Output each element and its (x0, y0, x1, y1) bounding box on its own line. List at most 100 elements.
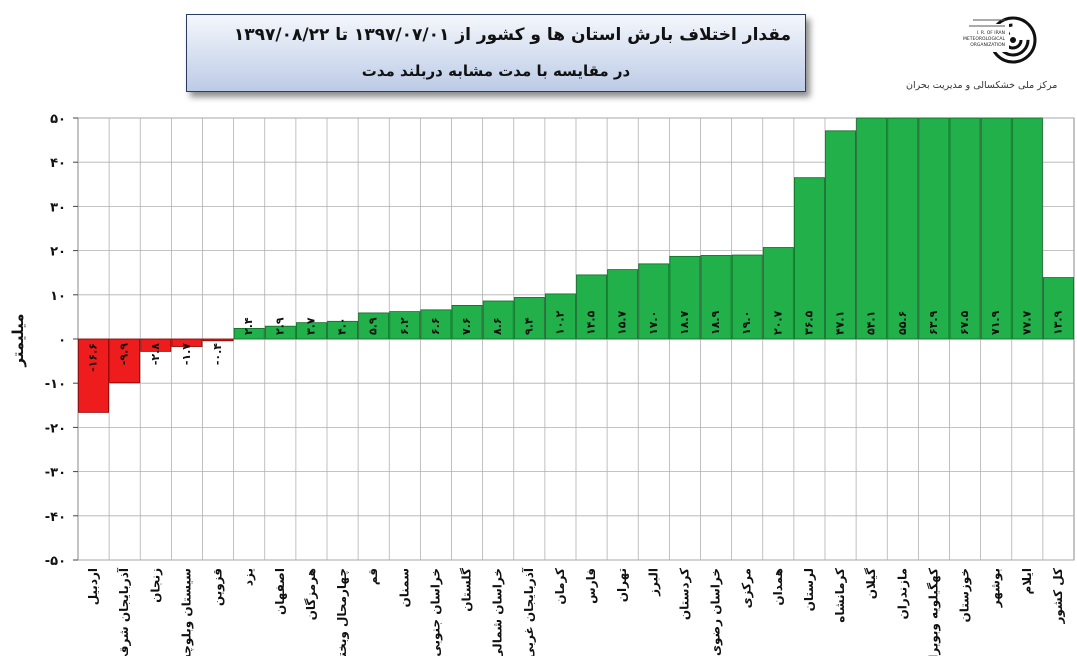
bar (793, 177, 825, 340)
data-label: ۱۹.۰ (740, 311, 753, 335)
bar (482, 300, 514, 340)
bar (949, 117, 981, 340)
x-category-label: اصفهان (273, 568, 287, 615)
y-tick-label: ۱۰ (50, 289, 66, 304)
bar (295, 322, 327, 340)
bar (887, 117, 919, 340)
bar (171, 338, 203, 347)
y-tick-label: -۱۰ (45, 377, 66, 392)
x-category-label: مرکزی (740, 568, 754, 608)
x-category-label: بوشهر (989, 568, 1004, 608)
x-category-label: مازندران (895, 568, 909, 620)
data-label: ۴.۰ (336, 317, 349, 335)
x-category-label: سمنان (397, 568, 411, 608)
bar (389, 311, 421, 340)
data-label: ۹.۴ (522, 317, 535, 335)
chart-title: مقدار اختلاف بارش استان ها و کشور از ۱۳۹… (233, 25, 791, 45)
x-category-label: خوزستان (958, 568, 973, 623)
x-category-label: چهارمحال وبختیاری (335, 568, 350, 656)
x-category-label: لرستان (802, 568, 816, 611)
x-category-label: خراسان رضوی (709, 568, 724, 656)
bar (1011, 117, 1043, 340)
bar (762, 247, 794, 340)
logo-text-line: I. R. OF IRAN (977, 30, 1005, 36)
organization-name: مرکز ملی خشکسالی و مدیریت بحران (906, 80, 1058, 91)
x-category-label: آذربایجان شرقی (116, 567, 131, 656)
y-tick-label: -۴۰ (45, 510, 66, 525)
data-label: ۱۵.۷ (616, 310, 629, 335)
data-label: ۳۶.۵ (802, 310, 815, 335)
data-label: ۷۱.۹ (989, 310, 1002, 335)
x-category-label: کل کشور (1051, 568, 1066, 625)
data-label: ۸.۶ (491, 317, 504, 335)
logo-text-line: METEOROLOGICAL (963, 36, 1005, 42)
x-category-label: کرمانشاه (833, 568, 847, 623)
data-label: ۵۴.۱ (865, 311, 878, 335)
bar (140, 338, 172, 352)
x-category-label: یزد (242, 568, 256, 586)
x-category-label: قزوین (211, 568, 226, 606)
bar (544, 293, 576, 340)
bar (825, 130, 857, 340)
bar (451, 305, 483, 340)
x-category-label: فارس (584, 568, 598, 604)
x-category-label: همدان (771, 568, 785, 606)
data-label: -۹.۹ (118, 343, 131, 365)
data-label: ۳.۷ (304, 317, 317, 335)
bar (856, 117, 888, 340)
y-tick-label: -۳۰ (45, 466, 66, 481)
data-label: ۱۰.۲ (553, 310, 566, 335)
meteorological-organization-logo-icon: I. R. OF IRAN METEOROLOGICAL ORGANIZATIO… (935, 16, 1037, 64)
x-category-label: سیستان وبلوچستان (179, 568, 194, 656)
bar (358, 312, 390, 340)
bar (513, 297, 545, 340)
data-label: ۷۷.۷ (1020, 310, 1033, 335)
y-tick-label: ۳۰ (50, 200, 66, 215)
x-category-label: کهگیلویه وبویراحمد (926, 568, 941, 656)
x-category-label: قم (366, 568, 380, 585)
y-tick-label: ۰ (58, 333, 66, 348)
bar (576, 274, 608, 340)
y-tick-label: -۵۰ (45, 554, 66, 569)
bar (327, 320, 359, 340)
data-label: ۵.۹ (367, 317, 380, 335)
bar (638, 263, 670, 340)
data-label: ۲۰.۷ (771, 310, 784, 335)
bar (109, 338, 141, 384)
x-category-label: خراسان جنوبی (428, 568, 443, 656)
y-tick-label: ۲۰ (50, 245, 66, 260)
x-category-label: تهران (615, 568, 629, 602)
bar (700, 255, 732, 340)
data-label: ۶.۲ (398, 317, 411, 335)
bar (202, 338, 234, 342)
bar (264, 325, 296, 340)
bar (669, 255, 701, 340)
bar (78, 338, 110, 413)
bar (607, 269, 639, 340)
data-label: ۶.۶ (429, 317, 442, 335)
bar (1042, 277, 1074, 340)
bar (918, 117, 950, 340)
x-category-label: گلستان (460, 568, 474, 612)
x-category-label: کردستان (677, 568, 691, 620)
y-axis-label: میلیمتر (9, 313, 27, 367)
y-tick-label: -۲۰ (45, 421, 66, 436)
data-label: -۲.۸ (149, 343, 162, 365)
x-category-label: ایلام (1020, 568, 1035, 595)
data-label: ۶۷.۵ (958, 310, 971, 335)
data-label: ۱۳.۹ (1051, 310, 1064, 335)
x-category-label: خراسان شمالی (491, 568, 505, 656)
x-category-label: آذربایجان غربی (521, 567, 536, 656)
data-label: ۱۸.۹ (709, 310, 722, 335)
data-label: ۱۷.۰ (647, 311, 660, 335)
data-label: -۱.۷ (180, 343, 193, 365)
data-label: ۲.۴ (242, 317, 255, 335)
bar (980, 117, 1012, 340)
bar (420, 309, 452, 340)
x-category-label: البرز (646, 568, 660, 597)
y-tick-label: ۵۰ (50, 112, 66, 127)
bar (731, 254, 763, 340)
data-label: ۱۴.۵ (585, 310, 598, 335)
data-label: ۵۵.۶ (896, 311, 909, 335)
